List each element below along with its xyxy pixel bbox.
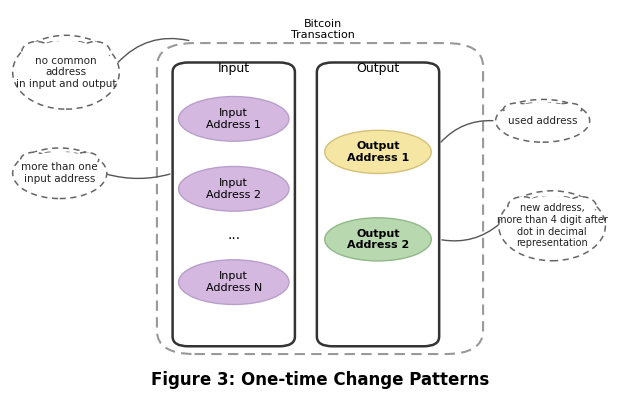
Ellipse shape xyxy=(179,97,289,141)
Ellipse shape xyxy=(501,196,603,255)
Ellipse shape xyxy=(324,218,431,261)
Text: Input: Input xyxy=(218,62,250,75)
Ellipse shape xyxy=(22,41,52,62)
Ellipse shape xyxy=(56,152,83,166)
Text: Input
Address N: Input Address N xyxy=(205,271,262,293)
Text: Figure 3: One-time Change Patterns: Figure 3: One-time Change Patterns xyxy=(151,371,489,389)
Ellipse shape xyxy=(61,41,92,62)
Ellipse shape xyxy=(179,260,289,304)
Text: Input
Address 2: Input Address 2 xyxy=(206,178,261,200)
Text: Output
Address 1: Output Address 1 xyxy=(347,141,409,163)
Ellipse shape xyxy=(13,35,119,109)
Ellipse shape xyxy=(556,103,582,115)
Ellipse shape xyxy=(15,41,116,104)
Text: Input
Address 1: Input Address 1 xyxy=(206,108,261,130)
Text: new address,
more than 4 digit after
dot in decimal
representation: new address, more than 4 digit after dot… xyxy=(497,204,607,248)
Text: Output: Output xyxy=(356,62,399,75)
Ellipse shape xyxy=(13,148,107,199)
Ellipse shape xyxy=(548,197,578,217)
Ellipse shape xyxy=(527,197,556,217)
Ellipse shape xyxy=(20,152,47,166)
Ellipse shape xyxy=(324,130,431,173)
Ellipse shape xyxy=(499,191,605,261)
Ellipse shape xyxy=(72,152,99,166)
Ellipse shape xyxy=(539,103,565,115)
Text: used address: used address xyxy=(508,116,577,126)
Ellipse shape xyxy=(40,41,70,62)
Text: no common
address
in input and output: no common address in input and output xyxy=(16,56,116,89)
Text: Output
Address 2: Output Address 2 xyxy=(347,229,409,250)
Text: ...: ... xyxy=(227,229,241,242)
Text: Bitcoin
Transaction: Bitcoin Transaction xyxy=(291,19,355,40)
Ellipse shape xyxy=(15,152,104,195)
Ellipse shape xyxy=(179,166,289,211)
Ellipse shape xyxy=(504,103,530,115)
Ellipse shape xyxy=(520,103,547,115)
Ellipse shape xyxy=(508,197,538,217)
Ellipse shape xyxy=(566,197,596,217)
FancyBboxPatch shape xyxy=(173,62,295,346)
FancyBboxPatch shape xyxy=(317,62,439,346)
Ellipse shape xyxy=(37,152,63,166)
Ellipse shape xyxy=(81,41,110,62)
Ellipse shape xyxy=(498,103,588,139)
Ellipse shape xyxy=(495,99,589,142)
Text: more than one
input address: more than one input address xyxy=(21,163,98,184)
